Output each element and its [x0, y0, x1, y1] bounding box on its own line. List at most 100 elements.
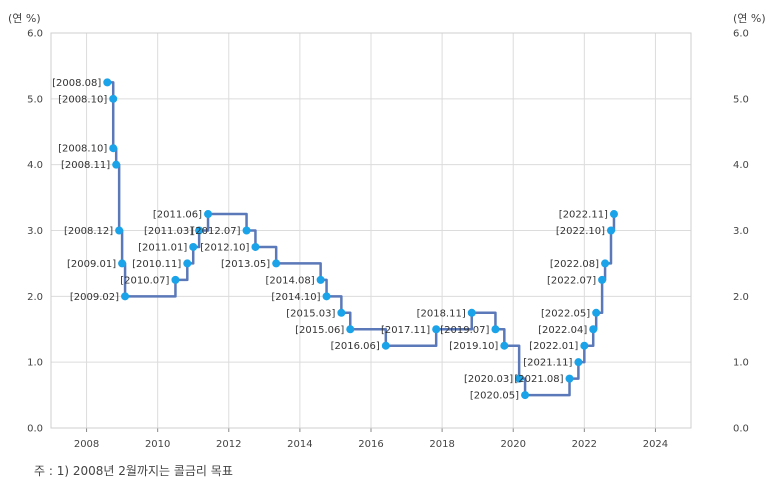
x-tick-label: 2020 [500, 439, 525, 450]
data-point-label: [2015.03] [286, 308, 335, 319]
y-axis-label-left: (연 %) [8, 12, 41, 25]
data-point-marker [109, 144, 118, 153]
data-point-label: [2009.02] [70, 292, 119, 303]
x-tick-label: 2010 [145, 439, 170, 450]
plot-border [50, 32, 692, 429]
data-point-marker [565, 374, 574, 383]
y-tick-left: 3.0 [27, 226, 43, 237]
data-point-label: [2019.07] [440, 325, 489, 336]
data-point-marker [337, 308, 346, 317]
data-point-marker [322, 292, 331, 301]
data-point-label: [2012.07] [191, 226, 240, 237]
data-point-label: [2022.01] [529, 341, 578, 352]
data-point-label: [2020.05] [470, 391, 519, 402]
data-point-marker [467, 308, 476, 317]
data-point-marker [242, 226, 251, 235]
data-point-marker [109, 94, 118, 103]
data-point-label: [2011.03] [144, 226, 193, 237]
data-point-marker [316, 275, 325, 284]
data-point-marker [204, 210, 213, 219]
data-point-marker [521, 391, 530, 400]
data-point-marker [592, 308, 601, 317]
data-point-marker [118, 259, 127, 268]
data-point-marker [189, 242, 198, 251]
data-point-marker [112, 160, 121, 169]
gridlines [51, 32, 691, 429]
data-point-label: [2008.10] [58, 94, 107, 105]
y-axis-label-right: (연 %) [733, 12, 766, 25]
data-point-label: [2009.01] [67, 259, 116, 270]
y-tick-left: 6.0 [27, 29, 43, 40]
x-tick-label: 2016 [358, 439, 383, 450]
data-point-marker [574, 358, 583, 367]
data-point-label: [2022.08] [550, 259, 599, 270]
data-point-marker [346, 325, 355, 334]
data-point-label: [2020.03] [464, 374, 513, 385]
data-point-label: [2021.11] [523, 358, 572, 369]
y-tick-left: 1.0 [27, 358, 43, 369]
series-base-rate [103, 78, 618, 400]
y-tick-right: 4.0 [733, 160, 749, 171]
y-tick-left: 2.0 [27, 292, 43, 303]
y-tick-right: 6.0 [733, 29, 749, 40]
footnote: 주 : 1) 2008년 2월까지는 콜금리 목표 [34, 464, 233, 478]
data-point-label: [2011.01] [138, 242, 187, 253]
y-tick-left: 0.0 [27, 424, 43, 435]
data-point-label: [2010.11] [132, 259, 181, 270]
x-tick-label: 2014 [287, 439, 312, 450]
data-point-marker [580, 341, 589, 350]
data-point-marker [103, 78, 112, 87]
axes: 0.0 0.0 1.0 1.0 2.0 2.0 3.0 3.0 4.0 4.0 5.0 5.0 6.0 6… [27, 29, 749, 451]
data-point-marker [195, 226, 204, 235]
data-point-label: [2022.11] [559, 210, 608, 221]
data-point-label: [2022.07] [547, 275, 596, 286]
x-tick-label: 2012 [216, 439, 241, 450]
step-line [107, 81, 616, 397]
data-point-marker [589, 325, 598, 334]
y-tick-right: 1.0 [733, 358, 749, 369]
data-point-marker [491, 325, 500, 334]
data-point-marker [609, 210, 618, 219]
data-point-marker [515, 374, 524, 383]
x-tick-label: 2018 [429, 439, 454, 450]
data-point-marker [251, 242, 260, 251]
data-point-marker [121, 292, 130, 301]
data-point-label: [2022.10] [556, 226, 605, 237]
data-point-label: [2017.11] [381, 325, 430, 336]
data-point-label: [2022.05] [541, 308, 590, 319]
data-point-label: [2008.08] [52, 78, 101, 89]
y-tick-right: 2.0 [733, 292, 749, 303]
data-point-label: [2013.05] [221, 259, 270, 270]
data-point-marker [500, 341, 509, 350]
y-tick-right: 0.0 [733, 424, 749, 435]
data-point-label: [2014.08] [265, 275, 314, 286]
y-tick-right: 5.0 [733, 94, 749, 105]
data-point-label: [2008.11] [61, 160, 110, 171]
data-labels: [2008.08] [2008.10] [2008.10] [2008.11] [200… [52, 78, 608, 402]
data-point-label: [2016.06] [331, 341, 380, 352]
data-point-label: [2015.06] [295, 325, 344, 336]
y-tick-left: 4.0 [27, 160, 43, 171]
data-point-label: [2022.04] [538, 325, 587, 336]
data-point-marker [171, 275, 180, 284]
x-tick-label: 2024 [643, 439, 668, 450]
data-point-label: [2014.10] [271, 292, 320, 303]
data-point-label: [2008.10] [58, 144, 107, 155]
data-point-label: [2010.07] [120, 275, 169, 286]
data-point-label: [2018.11] [417, 308, 466, 319]
data-point-marker [381, 341, 390, 350]
data-point-label: [2012.10] [200, 242, 249, 253]
data-point-label: [2021.08] [514, 374, 563, 385]
data-point-marker [601, 259, 610, 268]
y-tick-left: 5.0 [27, 94, 43, 105]
data-point-label: [2008.12] [64, 226, 113, 237]
data-point-marker [598, 275, 607, 284]
data-point-marker [115, 226, 124, 235]
y-tick-right: 3.0 [733, 226, 749, 237]
data-point-label: [2011.06] [153, 210, 202, 221]
data-point-marker [432, 325, 441, 334]
data-point-marker [183, 259, 192, 268]
data-point-label: [2019.10] [449, 341, 498, 352]
data-point-marker [607, 226, 615, 235]
